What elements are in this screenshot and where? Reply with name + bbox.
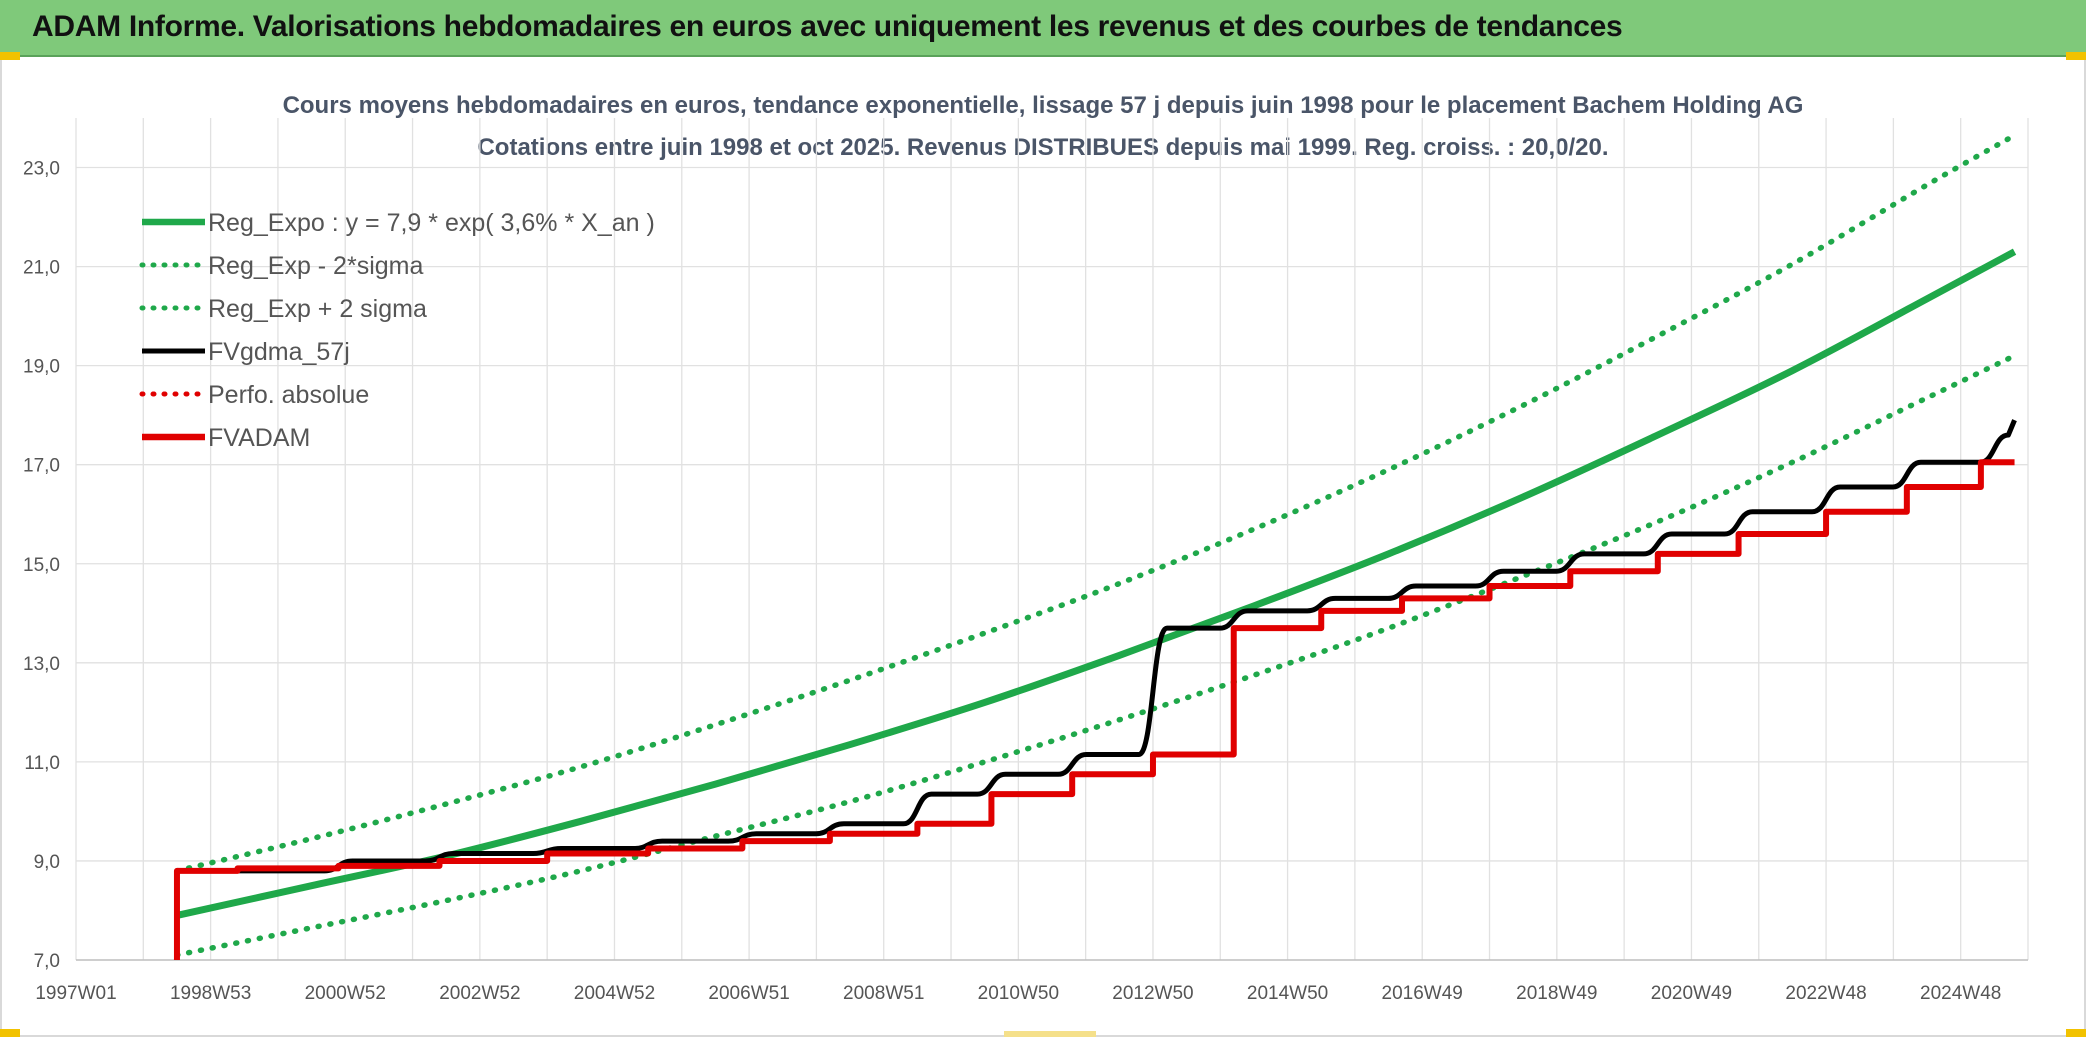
axes: 7,0 9,0 11,0 13,0 15,0 17,0 19,0 21,0 23,0 1997W0… bbox=[23, 159, 2028, 1004]
x-tick-label: 2014W50 bbox=[1247, 983, 1328, 1004]
x-tick-label: 2012W50 bbox=[1112, 983, 1193, 1004]
legend-label: Reg_Expo : y = 7,9 * exp( 3,6% * X_an ) bbox=[208, 209, 655, 237]
x-tick-label: 1997W01 bbox=[35, 983, 116, 1004]
series-line-1 bbox=[174, 352, 2018, 958]
x-tick-label: 2020W49 bbox=[1651, 983, 1732, 1004]
x-tick-label: 2016W49 bbox=[1382, 983, 1463, 1004]
corner-marker bbox=[2066, 52, 2086, 60]
x-tick-label: 2000W52 bbox=[305, 983, 386, 1004]
corner-marker bbox=[0, 52, 20, 60]
corner-marker bbox=[1004, 1031, 1096, 1037]
x-tick-label: 2010W50 bbox=[978, 983, 1059, 1004]
chart-subtitle: Cotations entre juin 1998 et oct 2025. R… bbox=[477, 134, 1608, 161]
y-tick-label: 17,0 bbox=[23, 456, 60, 477]
x-tick-label: 2006W51 bbox=[708, 983, 789, 1004]
series-line-0 bbox=[176, 248, 2017, 919]
corner-marker bbox=[2066, 1029, 2086, 1037]
grid bbox=[75, 118, 2029, 961]
y-tick-label: 7,0 bbox=[34, 951, 60, 972]
y-tick-label: 23,0 bbox=[23, 159, 60, 180]
x-tick-label: 1998W53 bbox=[170, 983, 251, 1004]
x-tick-label: 2004W52 bbox=[574, 983, 655, 1004]
chart-title: Cours moyens hebdomadaires en euros, ten… bbox=[283, 92, 1804, 119]
y-tick-label: 19,0 bbox=[23, 357, 60, 378]
series-layer bbox=[173, 132, 2018, 960]
legend-label: Reg_Exp - 2*sigma bbox=[208, 252, 423, 280]
x-tick-label: 2018W49 bbox=[1516, 983, 1597, 1004]
legend-label: Reg_Exp + 2 sigma bbox=[208, 295, 427, 323]
series-line-5 bbox=[173, 459, 2015, 960]
legend: Reg_Expo : y = 7,9 * exp( 3,6% * X_an ) R… bbox=[139, 209, 655, 452]
y-tick-label: 9,0 bbox=[34, 852, 60, 873]
legend-label: FVADAM bbox=[208, 424, 310, 452]
corner-marker bbox=[0, 1029, 20, 1037]
y-tick-label: 11,0 bbox=[24, 753, 60, 774]
x-tick-label: 2008W51 bbox=[843, 983, 924, 1004]
y-tick-label: 15,0 bbox=[23, 555, 60, 576]
banner: ADAM Informe. Valorisations hebdomadaire… bbox=[0, 0, 2086, 57]
y-tick-label: 21,0 bbox=[23, 258, 60, 279]
legend-label: Perfo. absolue bbox=[208, 381, 369, 409]
y-tick-label: 13,0 bbox=[23, 654, 60, 675]
legend-label: FVgdma_57j bbox=[208, 338, 350, 366]
series-line-2 bbox=[174, 132, 2018, 874]
x-tick-label: 2024W48 bbox=[1920, 983, 2001, 1004]
series-line-3 bbox=[176, 419, 2017, 874]
x-tick-label: 2002W52 bbox=[439, 983, 520, 1004]
x-tick-label: 2022W48 bbox=[1785, 983, 1866, 1004]
banner-title: ADAM Informe. Valorisations hebdomadaire… bbox=[32, 10, 1623, 43]
